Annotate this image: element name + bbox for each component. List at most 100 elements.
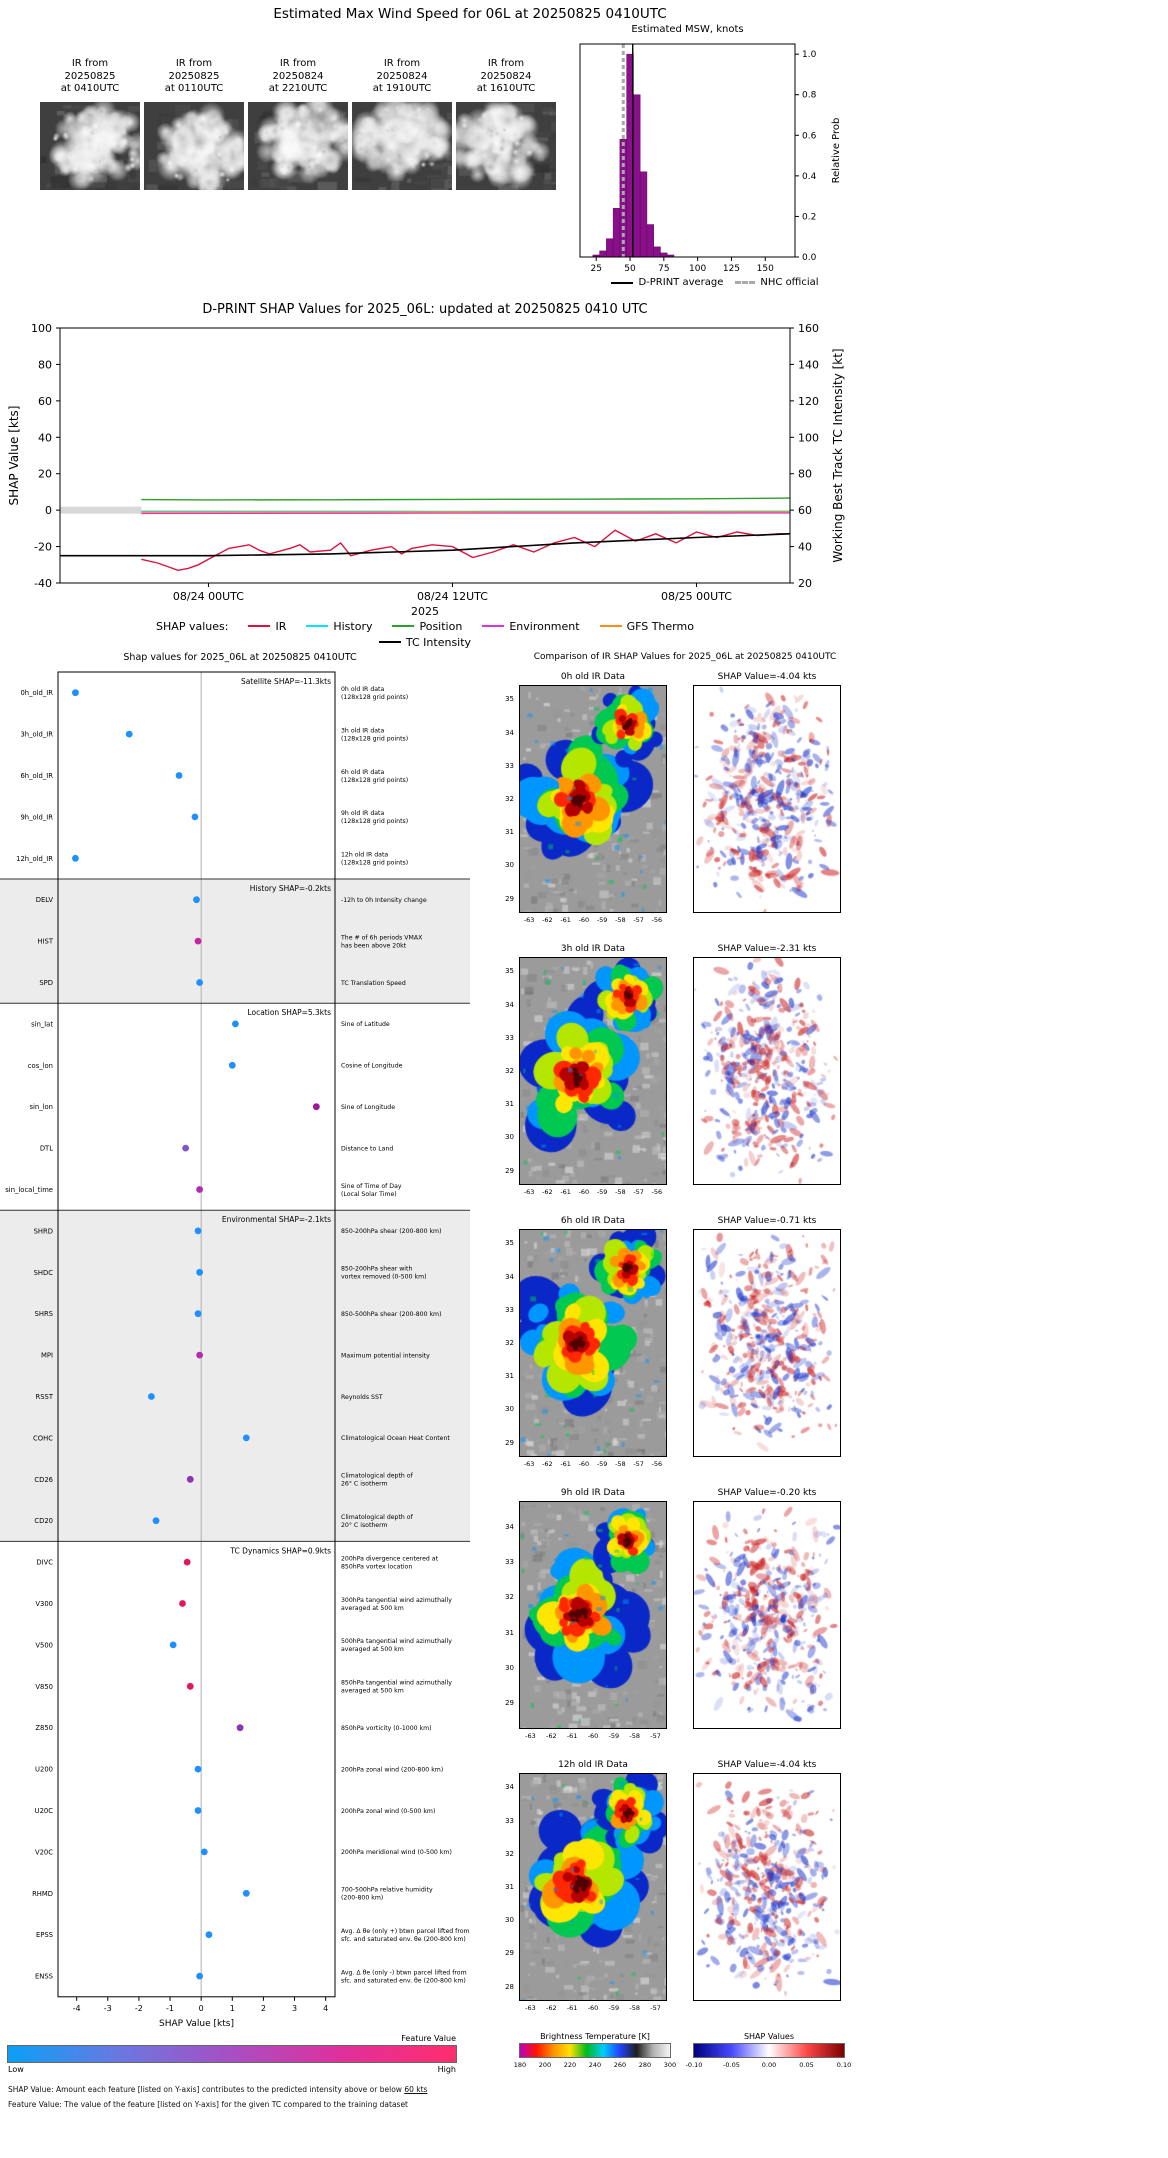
legend-swatch xyxy=(392,625,415,627)
lat-tick-label: 31 xyxy=(505,1100,514,1109)
shap-dot xyxy=(196,979,204,986)
shap-map-title: SHAP Value=-4.04 kts xyxy=(717,672,817,682)
feature-description: 850-500hPa shear (200-800 km) xyxy=(341,1311,442,1318)
lon-tick-label: -60 xyxy=(587,2004,599,2012)
brightness-temperature-colorbar-bar xyxy=(519,2043,671,2058)
ir-map-canvas xyxy=(519,1773,667,2001)
nhc-official-legend-item: NHC official xyxy=(735,277,819,288)
lat-tick-label: 35 xyxy=(505,1239,514,1248)
group-header: Location SHAP=5.3kts xyxy=(247,1008,331,1017)
shap-map-canvas xyxy=(693,685,841,913)
feature-label: U200 xyxy=(35,1766,53,1774)
ir-map-title: 6h old IR Data xyxy=(560,1216,626,1226)
feature-label: SHDC xyxy=(34,1269,54,1277)
feature-description: 6h old IR data xyxy=(341,769,384,776)
ir-map-title: 0h old IR Data xyxy=(560,672,626,682)
feature-description: 12h old IR data xyxy=(341,852,388,859)
shap-timeseries-chart: -40 -20 0 20 40 60 80 100 20 40 60 80 100 120 140 160 08… xyxy=(7,322,845,618)
legend-swatch xyxy=(378,641,401,643)
ir-thumbnail-label-line: IR from xyxy=(175,58,213,69)
lon-tick-label: -56 xyxy=(651,1460,663,1468)
lon-tick-label: -59 xyxy=(596,1460,608,1468)
feature-description: Reynolds SST xyxy=(341,1394,383,1401)
shap-dot xyxy=(242,1434,250,1442)
lat-tick-label: 33 xyxy=(505,1033,514,1042)
feature-label: RSST xyxy=(35,1393,53,1401)
legend-swatch xyxy=(306,625,329,627)
lon-tick-label: -62 xyxy=(545,2004,557,2012)
feature-description: 20° C isotherm xyxy=(341,1521,388,1529)
feature-description: averaged at 500 km xyxy=(341,1605,404,1612)
feature-description: (200-800 km) xyxy=(341,1895,383,1902)
dotplot-title: Shap values for 2025_06L at 20250825 041… xyxy=(123,652,357,663)
feature-label: DTL xyxy=(40,1145,53,1153)
ir-thumbnail-1: IR from 20250825 at 0110UTC xyxy=(142,58,246,190)
svg-text:Relative Prob: Relative Prob xyxy=(831,118,842,184)
feature-label: COHC xyxy=(33,1434,53,1442)
lat-tick-label: 30 xyxy=(505,1133,514,1142)
lat-tick-label: 30 xyxy=(505,1405,514,1414)
shap-values-colorbar-tick: 0.05 xyxy=(799,2061,814,2069)
feature-label: V850 xyxy=(35,1683,53,1691)
legend-label: History xyxy=(333,619,373,633)
ir-thumbnail-image xyxy=(248,101,348,190)
feature-label: sin_local_time xyxy=(5,1186,53,1194)
legend-swatch xyxy=(599,625,622,627)
ir-thumbnail-label-line: IR from xyxy=(487,58,525,69)
ir-comparison-row-1: 3h old IR Data SHAP Value=-2.31 kts 35 34 33… xyxy=(0,942,1168,1214)
lon-tick-label: -62 xyxy=(542,1188,553,1196)
feature-description: 200hPa zonal wind (200-800 km) xyxy=(341,1766,443,1773)
feature-label: 12h_old_IR xyxy=(16,855,53,863)
shap-dot xyxy=(193,896,200,904)
shap-map-canvas xyxy=(693,957,841,1185)
feature-description: 0h old IR data xyxy=(341,686,384,693)
msw-histogram-legend: D-PRINT average NHC official xyxy=(560,277,870,288)
ir-thumbnail-label-line: at 1910UTC xyxy=(372,83,432,94)
brightness-temperature-colorbar-tick: 240 xyxy=(588,2061,602,2069)
lon-tick-label: -60 xyxy=(587,1732,599,1740)
shap-map-title: SHAP Value=-0.71 kts xyxy=(717,1216,817,1226)
ir-thumbnail-label-line: IR from xyxy=(71,58,109,69)
shap-dot xyxy=(72,689,79,697)
feature-description: Climatological Ocean Heat Content xyxy=(341,1435,450,1442)
svg-text:20: 20 xyxy=(38,468,52,481)
feature-label: 3h_old_IR xyxy=(20,731,53,739)
lon-tick-label: -61 xyxy=(560,1460,571,1468)
feature-label: SHRD xyxy=(34,1227,53,1235)
shap-dot xyxy=(228,1061,236,1069)
lon-tick-label: -59 xyxy=(608,2004,620,2012)
feature-description: averaged at 500 km xyxy=(341,1646,404,1653)
svg-text:3: 3 xyxy=(292,2004,297,2013)
shap-dot xyxy=(194,1807,202,1814)
feature-value-colorbar-title: Feature Value xyxy=(401,2034,456,2043)
feature-description: 200hPa divergence centered at xyxy=(341,1555,439,1562)
svg-text:160: 160 xyxy=(798,322,819,335)
feature-description: (128x128 grid points) xyxy=(341,777,408,784)
lon-tick-label: -56 xyxy=(651,1188,663,1196)
shap-values-colorbar-tick: -0.10 xyxy=(685,2061,703,2069)
feature-description: Sine of Time of Day xyxy=(341,1183,402,1190)
shap-dot xyxy=(182,1144,190,1152)
feature-description: The # of 6h periods VMAX xyxy=(340,934,423,941)
shap-dot xyxy=(169,1641,177,1649)
svg-text:80: 80 xyxy=(38,358,52,371)
lat-tick-label: 29 xyxy=(505,1949,514,1958)
feature-label: 0h_old_IR xyxy=(20,689,53,697)
svg-text:-2: -2 xyxy=(135,2004,143,2013)
lon-tick-label: -57 xyxy=(633,1188,644,1196)
svg-text:0: 0 xyxy=(199,2004,204,2013)
lon-tick-label: -57 xyxy=(650,1732,661,1740)
series-ir xyxy=(141,529,790,572)
shap-dot xyxy=(236,1724,244,1732)
legend-label: TC Intensity xyxy=(405,635,472,649)
svg-text:-4: -4 xyxy=(73,2004,81,2013)
shap-dot xyxy=(242,1889,250,1897)
feature-description: 850-200hPa shear with xyxy=(341,1266,412,1273)
ir-thumbnail-0: IR from 20250825 at 0410UTC xyxy=(38,58,142,190)
footnote-2: Feature Value: The value of the feature … xyxy=(8,2100,409,2109)
svg-text:-40: -40 xyxy=(34,577,52,590)
feature-description: 700-500hPa relative humidity xyxy=(341,1887,433,1894)
ir-thumbnail-label-line: at 0110UTC xyxy=(164,83,224,94)
series-environment xyxy=(141,512,791,515)
